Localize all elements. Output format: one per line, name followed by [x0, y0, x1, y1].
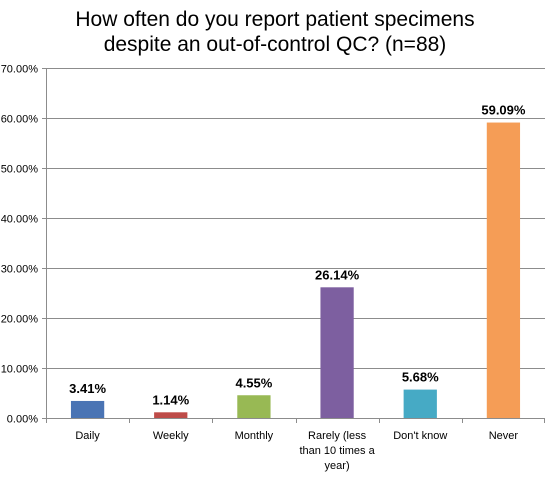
bars: 3.41% 1.14% 4.55% 26.14% 5.68% 59.09% [69, 103, 526, 419]
chart-title-line-2: despite an out-of-control QC? (n=88) [104, 33, 447, 56]
x-tick-label-line: Daily [75, 430, 100, 442]
x-tick-label: Weekly [153, 430, 189, 442]
data-label: 5.68% [402, 370, 439, 385]
chart-title-line-1: How often do you report patient specimen… [75, 8, 474, 31]
y-tick-label: 10.00% [1, 364, 39, 376]
x-tick-label: Don't know [393, 430, 447, 442]
x-tick-label-line: Rarely (less [308, 430, 367, 442]
x-tick-label: Monthly [235, 430, 274, 442]
x-tick-label: Never [489, 430, 519, 442]
y-tick-label: 20.00% [1, 314, 39, 326]
y-tick-label: 0.00% [7, 414, 38, 426]
chart-title: How often do you report patient specimen… [75, 8, 474, 56]
bar [70, 400, 105, 418]
bar [403, 389, 437, 418]
x-tick-label-line: year) [325, 460, 350, 472]
bar [486, 122, 521, 419]
y-tick-label: 30.00% [1, 264, 39, 276]
y-tick-label: 40.00% [1, 214, 39, 226]
x-axis: Daily Weekly Monthly Rarely (less than 10 ti… [46, 418, 545, 472]
y-tick-label: 70.00% [1, 64, 39, 76]
bar [237, 395, 271, 418]
data-label: 3.41% [69, 381, 106, 396]
y-tick-label: 50.00% [1, 164, 39, 176]
data-label: 26.14% [315, 267, 360, 282]
x-tick-label: Daily [75, 430, 100, 442]
data-label: 1.14% [152, 392, 189, 407]
gridlines [46, 68, 545, 369]
bar [154, 412, 188, 418]
data-label: 4.55% [235, 375, 272, 390]
data-label: 59.09% [481, 103, 526, 118]
x-tick-label-line: Don't know [393, 430, 447, 442]
x-tick-label-line: Monthly [235, 430, 274, 442]
x-tick-label-line: Never [489, 430, 519, 442]
y-tick-label: 60.00% [1, 114, 39, 126]
y-axis: 0.00% 10.00% 20.00% 30.00% 40.00% 50.00% 60.00… [1, 64, 47, 426]
x-tick-label: Rarely (less than 10 times a year) [299, 430, 375, 472]
x-tick-label-line: than 10 times a [299, 445, 375, 457]
x-tick-label-line: Weekly [153, 430, 189, 442]
bar [320, 287, 354, 418]
